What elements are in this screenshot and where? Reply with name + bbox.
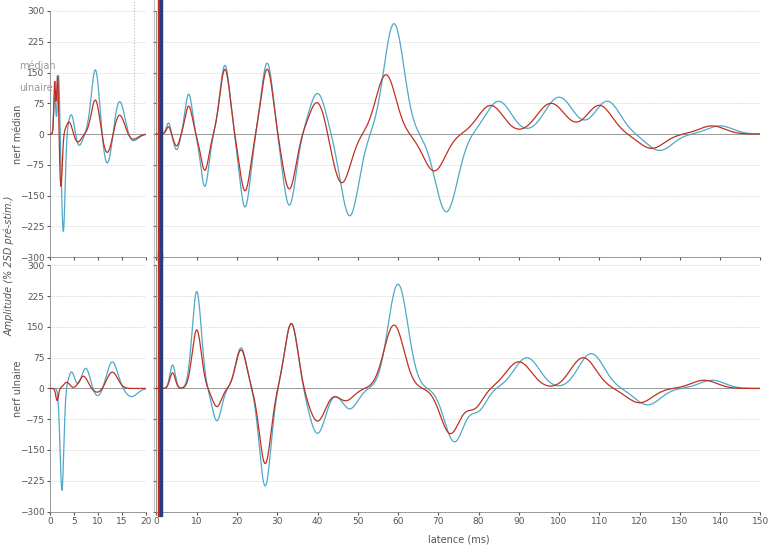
Bar xyxy=(157,253,160,515)
Bar xyxy=(160,253,162,515)
Bar xyxy=(157,0,160,261)
Text: Amplitude (% 2SD pré-stim.): Amplitude (% 2SD pré-stim.) xyxy=(4,195,15,336)
Text: médian: médian xyxy=(19,61,56,71)
Text: ulnaire: ulnaire xyxy=(19,83,53,93)
Bar xyxy=(160,0,162,261)
Y-axis label: nerf médian: nerf médian xyxy=(13,104,23,164)
Text: latence (ms): latence (ms) xyxy=(428,535,489,544)
Y-axis label: nerf ulnaire: nerf ulnaire xyxy=(13,360,23,417)
